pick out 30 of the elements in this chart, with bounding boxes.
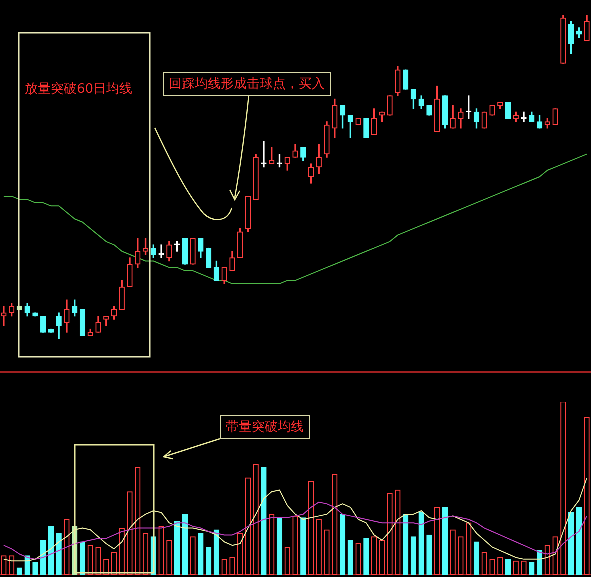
bar [568, 512, 574, 575]
bar [364, 538, 370, 575]
bar [276, 518, 283, 575]
bar [174, 521, 180, 575]
bar [32, 562, 38, 575]
bar [576, 507, 582, 575]
bar [198, 533, 204, 575]
bar [529, 562, 535, 575]
candlestick [261, 141, 267, 168]
bar [410, 536, 417, 575]
bar [206, 546, 212, 575]
bar [340, 514, 346, 575]
bar [474, 542, 480, 575]
bar [40, 540, 46, 575]
bar [426, 534, 432, 575]
annotation: 放量突破60日均线 [20, 78, 138, 100]
bar [80, 542, 86, 575]
bar [214, 530, 220, 575]
bar [402, 514, 409, 575]
bar [56, 533, 62, 575]
annotation: 回踩均线形成击球点，买入 [163, 72, 331, 96]
bar [300, 518, 306, 575]
bar [348, 540, 354, 575]
bar [261, 467, 267, 575]
bar [48, 526, 54, 575]
bar [182, 514, 188, 575]
bar [418, 512, 424, 575]
bar [442, 507, 448, 575]
bar [505, 559, 512, 575]
annotation: 带量突破均线 [220, 415, 310, 439]
